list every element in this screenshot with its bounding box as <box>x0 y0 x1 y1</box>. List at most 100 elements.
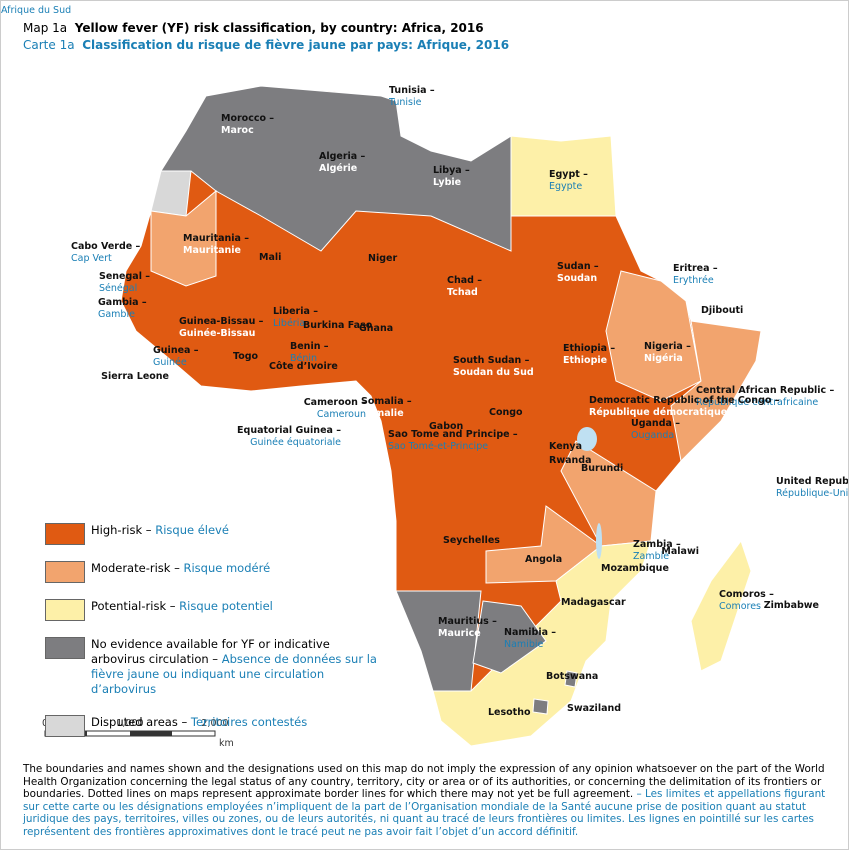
disputed-area <box>150 170 192 217</box>
scale-unit: km <box>219 738 234 749</box>
country-name-fr: Zambie <box>633 551 669 562</box>
disclaimer-en: The boundaries and names shown and the d… <box>23 763 825 800</box>
country-name: Zimbabwe <box>764 600 819 611</box>
country-name: Djibouti <box>701 305 743 316</box>
country-name: Democratic Republic of the Congo – <box>589 395 780 406</box>
country-name: Benin – <box>290 341 329 352</box>
country-name: Somalia – <box>361 396 412 407</box>
country-name: Gambia – <box>98 297 147 308</box>
country-name-fr: Lybie <box>433 177 461 188</box>
country-name: Lesotho <box>488 707 531 718</box>
country-name: Burundi <box>581 463 623 474</box>
country-name-fr: Somalie <box>361 408 404 419</box>
country-name: Seychelles <box>443 535 500 546</box>
disclaimer-fr: – Les limites et appellations figurant s… <box>23 788 826 838</box>
scale-label: 2,000 <box>201 718 228 729</box>
country-name: Kenya <box>549 441 582 452</box>
country-name: Zambia – <box>633 539 681 550</box>
country-name: Central African Republic – <box>696 385 834 396</box>
country-name: Guinea – <box>153 345 199 356</box>
country-name: Ghana <box>359 323 393 334</box>
country-name: Morocco – <box>221 113 274 124</box>
country-name: South Africa – <box>1 1 76 4</box>
country-name: Cameroon – <box>304 397 367 408</box>
no-evidence-area <box>472 600 547 674</box>
country-name-fr: République démocratique du Congo <box>589 407 781 418</box>
title-fr: Classification du risque de fièvre jaune… <box>82 38 510 52</box>
country-name: Rwanda <box>549 455 591 466</box>
country-name-fr: Gambie <box>98 309 135 320</box>
potential-area <box>690 539 752 672</box>
country-name-fr: Sénégal <box>99 283 137 294</box>
country-name: Liberia – <box>273 306 318 317</box>
no-evidence-area <box>532 698 549 715</box>
country-name: Tunisia – <box>389 85 435 96</box>
country-name-fr: Comores <box>719 601 761 612</box>
country-name-fr: Guinée-Bissau <box>179 328 255 339</box>
country-name: Eritrea – <box>673 263 718 274</box>
country-name: Burkina Faso <box>303 320 373 331</box>
legend-en: Disputed areas – <box>91 715 188 729</box>
country-name-fr: Libéria <box>273 318 305 329</box>
country-name: Gabon <box>429 421 464 432</box>
legend-fr: Territoires contestés <box>190 715 308 729</box>
country-name-fr: Ouganda <box>631 430 674 441</box>
country-name: Côte d’Ivoire <box>269 361 338 372</box>
legend-item: No evidence available for YF or indicati… <box>45 637 385 697</box>
moderate-area <box>605 270 702 402</box>
country-name-fr: République-Unie de Tanzanie <box>776 488 849 499</box>
legend-en: No evidence available for YF or indicati… <box>91 637 330 666</box>
country-name-fr: Mauritanie <box>183 245 241 256</box>
country-name: Sudan – <box>557 261 599 272</box>
country-name-fr: Namibie <box>504 639 543 650</box>
country-name: Chad – <box>447 275 482 286</box>
country-name-fr: République centrafricaine <box>696 397 818 408</box>
country-name: Congo <box>489 407 523 418</box>
title-prefix-fr: Carte 1a <box>23 38 75 52</box>
legend-en: Potential-risk – <box>91 599 176 613</box>
country-name-fr: Guinée équatoriale <box>250 437 341 448</box>
country-name: Mali <box>259 252 281 263</box>
country-name-fr: Soudan du Sud <box>453 367 534 378</box>
country-name: Egypt – <box>549 169 588 180</box>
legend-item: Disputed areas – Territoires contestés <box>45 715 385 739</box>
legend-en: Moderate-risk – <box>91 561 180 575</box>
legend: High-risk – Risque élevé Moderate-risk – … <box>45 523 385 753</box>
country-name-fr: Egypte <box>549 181 582 192</box>
country-name: Comoros – <box>719 589 774 600</box>
legend-swatch <box>45 561 85 583</box>
moderate-area <box>150 189 217 287</box>
country-name: Namibia – <box>504 627 556 638</box>
country-name: Senegal – <box>99 271 150 282</box>
country-name: Sao Tome and Principe – <box>388 429 518 440</box>
country-name: Niger <box>368 253 397 264</box>
title-prefix: Map 1a <box>23 21 68 35</box>
title-en: Yellow fever (YF) risk classification, b… <box>74 21 484 35</box>
country-name-fr: Afrique du Sud <box>1 5 71 16</box>
lake <box>577 427 597 451</box>
country-name: Mauritius – <box>438 616 497 627</box>
legend-en: High-risk – <box>91 523 152 537</box>
country-name-fr: Nigéria <box>644 353 683 364</box>
country-name: Cabo Verde – <box>71 241 141 252</box>
country-name: Uganda – <box>631 418 680 429</box>
country-name: Libya – <box>433 165 470 176</box>
title-fr-line: Carte 1a Classification du risque de fiè… <box>23 38 509 52</box>
no-evidence-area <box>564 670 578 688</box>
country-name: Swaziland <box>567 703 621 714</box>
moderate-area <box>670 320 762 463</box>
legend-item: High-risk – Risque élevé <box>45 523 385 547</box>
legend-item: Moderate-risk – Risque modéré <box>45 561 385 585</box>
country-name-fr: Erythrée <box>673 275 714 286</box>
legend-swatch <box>45 715 85 737</box>
legend-swatch <box>45 637 85 659</box>
country-name-fr: Cameroun <box>317 409 366 420</box>
country-name: United Republic of Tanzania – <box>776 476 849 487</box>
country-name-fr: Tunisie <box>388 97 422 108</box>
country-name-fr: Maurice <box>438 628 481 639</box>
country-name: Madagascar <box>561 597 626 608</box>
country-name: Mozambique <box>601 563 669 574</box>
legend-item: Potential-risk – Risque potentiel <box>45 599 385 623</box>
lake <box>596 523 602 559</box>
